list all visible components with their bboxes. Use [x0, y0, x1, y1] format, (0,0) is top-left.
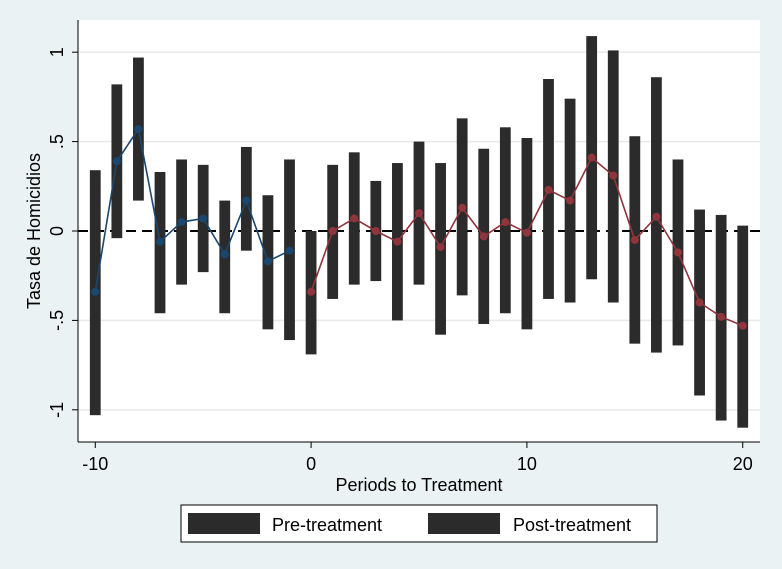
series-line-pre-treatment [94, 127, 290, 292]
point-post-treatment [522, 228, 531, 237]
legend-box [180, 504, 658, 543]
point-post-treatment [393, 237, 402, 246]
point-post-treatment [717, 312, 726, 321]
legend-swatch-pre-treatment [188, 513, 260, 534]
x-tick-label: 20 [733, 454, 753, 474]
y-axis-title: Tasa de Homicidios [24, 153, 44, 309]
point-pre-treatment [242, 196, 251, 205]
point-post-treatment [436, 243, 445, 252]
y-tick-label: -1 [47, 402, 67, 418]
legend-label-post-treatment: Post-treatment [513, 515, 631, 535]
point-pre-treatment [134, 125, 143, 134]
point-post-treatment [609, 171, 618, 180]
axis-ticks: 1 .5 0 -.5 -1 -10 0 10 20 [47, 47, 753, 474]
point-post-treatment [630, 235, 639, 244]
legend-swatch-post-treatment [428, 513, 500, 534]
point-post-treatment [695, 298, 704, 307]
point-post-treatment [328, 227, 337, 235]
point-post-treatment [673, 248, 682, 257]
point-post-treatment [652, 212, 661, 221]
point-post-treatment [587, 153, 596, 162]
point-pre-treatment [285, 246, 294, 255]
y-tick-label: 1 [47, 47, 67, 57]
point-pre-treatment [263, 257, 272, 266]
x-tick-label: 10 [517, 454, 537, 474]
point-post-treatment [479, 232, 488, 241]
legend: Pre-treatment Post-treatment [180, 504, 658, 543]
y-tick-label: .5 [47, 134, 67, 149]
series-points [91, 125, 747, 330]
point-pre-treatment [112, 157, 121, 166]
point-post-treatment [350, 214, 359, 223]
legend-label-pre-treatment: Pre-treatment [272, 515, 382, 535]
x-tick-label: -10 [82, 454, 108, 474]
point-post-treatment [415, 209, 423, 218]
point-pre-treatment [156, 237, 165, 246]
point-post-treatment [458, 203, 467, 212]
y-tick-label: 0 [47, 226, 67, 236]
point-post-treatment [566, 196, 575, 205]
point-post-treatment [738, 321, 747, 330]
point-pre-treatment [199, 214, 208, 223]
point-pre-treatment [91, 287, 100, 296]
x-axis-title: Periods to Treatment [335, 475, 502, 495]
point-post-treatment [501, 218, 510, 227]
x-tick-label: 0 [306, 454, 316, 474]
point-post-treatment [371, 227, 380, 235]
point-pre-treatment [220, 250, 229, 259]
y-tick-label: -.5 [47, 310, 67, 331]
point-pre-treatment [177, 218, 186, 227]
gridlines [78, 51, 760, 411]
point-post-treatment [544, 185, 553, 194]
point-post-treatment [307, 287, 316, 296]
